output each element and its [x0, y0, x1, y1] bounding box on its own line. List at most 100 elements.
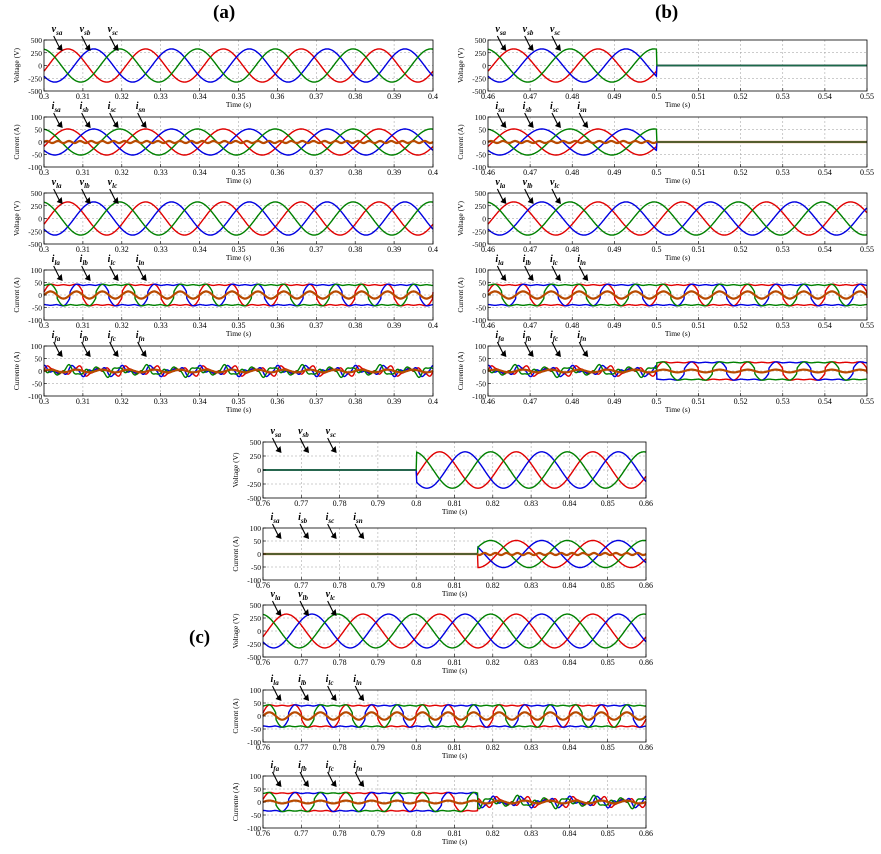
x-tick-label: 0.35 [232, 168, 246, 177]
y-tick-label: -50 [251, 725, 261, 734]
annotation-arrowhead [554, 197, 561, 204]
y-tick-label: -250 [28, 227, 42, 236]
series-line-i-fc [262, 791, 647, 813]
x-tick-label: 0.37 [309, 397, 323, 406]
series-line-i-fn [43, 368, 434, 374]
y-tick-label: -100 [472, 316, 486, 325]
annotation-arrow [271, 600, 279, 614]
annotation-arrowhead [527, 274, 534, 281]
annotation-arrow [551, 112, 559, 126]
annotation-arrow [327, 685, 335, 699]
y-tick-label: 250 [475, 49, 487, 58]
annotation-arrow [137, 112, 145, 126]
chart-a-3: 0.3 0.31 0.32 0.33 0.34 0.35 0.36 0.37 0.38 0.39 0… [12, 177, 438, 262]
x-tick-label: 0.78 [333, 658, 347, 667]
x-tick-label: 0.49 [607, 397, 621, 406]
x-tick-label: 0.84 [562, 499, 576, 508]
y-axis-label: Current (A) [456, 124, 465, 160]
series-label-i-sa: isa [270, 512, 280, 525]
annotation-arrowhead [56, 121, 63, 128]
y-axis-label: Current (A) [12, 124, 21, 160]
annotation-arrowhead [112, 274, 119, 281]
x-tick-label: 0.39 [387, 245, 401, 254]
series-line-i-fc [43, 363, 434, 379]
annotation-arrow [109, 35, 117, 49]
chart-c-3: 0.76 0.77 0.78 0.79 0.8 0.81 0.82 0.83 0.84 0.85 0… [231, 589, 653, 675]
x-tick-label: 0.32 [115, 168, 129, 177]
series-line-v-lb [43, 201, 434, 236]
x-axis-label: Time (s) [442, 666, 468, 675]
x-tick-label: 0.76 [256, 829, 270, 838]
series-label-v-sa: vsa [495, 24, 506, 37]
x-tick-label: 0.33 [154, 92, 168, 101]
series-label-i-fa: ifa [270, 760, 279, 773]
y-tick-label: 100 [31, 266, 43, 275]
series-label-i-sa: isa [52, 101, 62, 114]
x-tick-label: 0.54 [818, 168, 832, 177]
annotation-arrowhead [527, 350, 534, 357]
annotation-arrowhead [527, 121, 534, 128]
x-tick-label: 0.33 [154, 168, 168, 177]
x-tick-label: 0.8 [411, 829, 421, 838]
series-label-i-fc: ifc [326, 760, 334, 773]
y-tick-label: 0 [257, 550, 261, 559]
x-axis-label: Time (s) [226, 100, 252, 109]
series-line-i-sn [43, 139, 434, 145]
y-tick-label: -250 [28, 74, 42, 83]
annotation-arrow [53, 341, 61, 355]
y-tick-label: -50 [476, 304, 486, 313]
x-tick-label: 0.33 [154, 245, 168, 254]
y-axis-label: Current (A) [456, 277, 465, 313]
y-tick-label: -250 [472, 74, 486, 83]
y-tick-label: 0 [257, 627, 261, 636]
annotation-arrow [81, 188, 89, 202]
annotation-arrow [578, 112, 586, 126]
annotation-arrowhead [56, 274, 63, 281]
series-label-i-sb: isb [523, 101, 533, 114]
y-tick-label: 250 [475, 202, 487, 211]
annotation-arrowhead [84, 274, 91, 281]
y-axis-label: Currente (A) [231, 782, 240, 821]
y-axis-label: Voltage (V) [12, 47, 21, 83]
x-tick-label: 0.35 [232, 321, 246, 330]
x-tick-label: 0.84 [562, 581, 576, 590]
x-tick-label: 0.78 [333, 499, 347, 508]
x-tick-label: 0.52 [734, 92, 748, 101]
series-label-i-fn: ifn [353, 760, 362, 773]
panel-label-a: (a) [213, 2, 236, 23]
series-label-v-sc: vsc [326, 426, 336, 439]
y-tick-label: 100 [250, 686, 262, 695]
annotation-arrow [109, 341, 117, 355]
series-line-v-la [43, 201, 434, 236]
x-tick-label: 0.55 [860, 92, 874, 101]
x-tick-label: 0.76 [256, 658, 270, 667]
x-tick-label: 0.31 [76, 245, 90, 254]
x-tick-label: 0.38 [348, 321, 362, 330]
annotation-arrow [578, 341, 586, 355]
annotation-arrowhead [303, 694, 310, 701]
x-tick-label: 0.82 [486, 581, 500, 590]
x-tick-label: 0.49 [607, 245, 621, 254]
series-label-v-sa: vsa [52, 24, 63, 37]
y-tick-label: 0 [482, 367, 486, 376]
y-tick-label: -100 [247, 824, 261, 833]
x-tick-label: 0.39 [387, 168, 401, 177]
series-label-i-ln: iln [136, 254, 145, 267]
x-tick-label: 0.51 [692, 92, 706, 101]
x-tick-label: 0.48 [565, 245, 579, 254]
y-tick-label: -100 [28, 163, 42, 172]
x-tick-label: 0.5 [651, 321, 661, 330]
x-tick-label: 0.51 [692, 168, 706, 177]
x-tick-label: 0.76 [256, 581, 270, 590]
y-tick-label: 0 [38, 215, 42, 224]
annotation-arrow [271, 437, 279, 451]
series-label-i-fc: ifc [550, 330, 558, 343]
x-tick-label: 0.81 [448, 829, 462, 838]
series-label-i-fa: ifa [495, 330, 504, 343]
annotation-arrow [299, 437, 307, 451]
y-axis-label: Voltage (V) [231, 613, 240, 649]
x-tick-label: 0.54 [818, 92, 832, 101]
x-tick-label: 0.54 [818, 397, 832, 406]
series-line-v-lc [487, 201, 868, 236]
y-tick-label: 0 [257, 712, 261, 721]
